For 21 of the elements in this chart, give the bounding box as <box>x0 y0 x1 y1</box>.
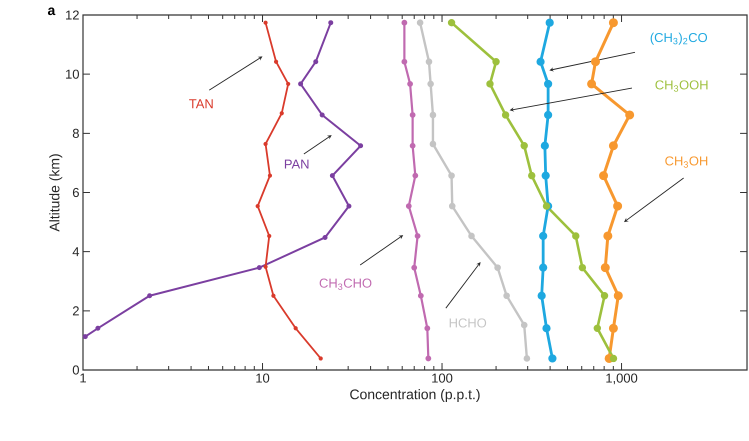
text: (CH$_{3}$)$_{2}$CO <box>650 32 708 45</box>
y-tick-label: 2 <box>72 306 79 316</box>
y-tick-label: 0 <box>72 365 79 375</box>
y-tick-label: 10 <box>66 70 79 79</box>
x-tick-label: 100 <box>432 374 452 383</box>
text: a <box>48 8 56 16</box>
series-label: PAN <box>284 160 308 169</box>
y-tick-label: 12 <box>66 10 79 20</box>
y-tick-label: 8 <box>72 128 79 138</box>
y-tick-label: 4 <box>72 247 80 256</box>
x-tick-label: 1 <box>80 374 86 382</box>
text: CH$_{3}$CHO <box>320 278 372 290</box>
text: CH$_{3}$OH <box>665 156 708 168</box>
text: CH$_{3}$OOH <box>655 80 708 92</box>
text: TAN <box>189 99 213 108</box>
y-tick-label: 6 <box>72 188 79 198</box>
text: HCHO <box>450 318 486 328</box>
x-tick-label: 10 <box>256 374 270 383</box>
x-tick-label: 1,000 <box>606 374 638 384</box>
x-axis-title: Concentration (p.p.t.) <box>350 389 480 402</box>
y-axis-title: Altitude (km) <box>49 154 62 232</box>
